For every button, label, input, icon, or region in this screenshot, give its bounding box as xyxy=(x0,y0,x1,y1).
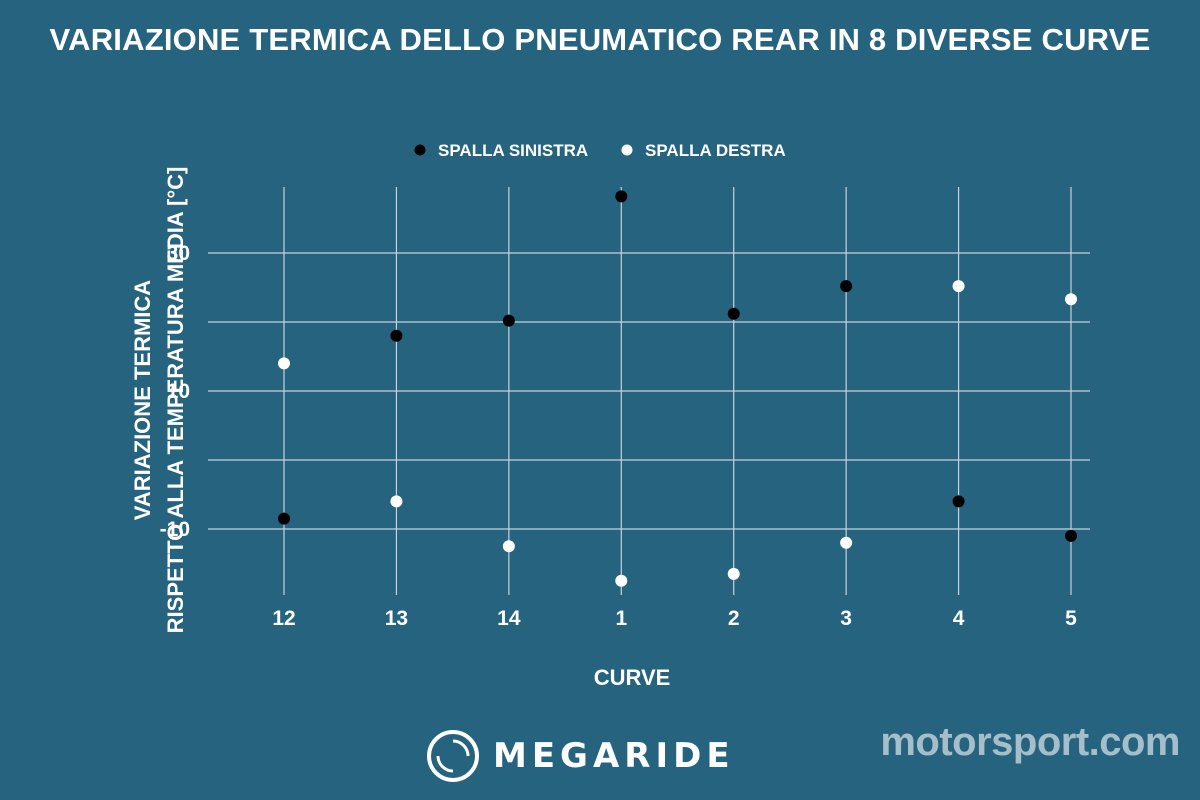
point-spalla-destra xyxy=(615,574,628,587)
point-spalla-destra xyxy=(278,357,290,370)
point-spalla-sinistra xyxy=(615,190,628,203)
x-tick-label: 14 xyxy=(497,607,521,630)
data-points xyxy=(278,190,1077,587)
legend-label: SPALLA DESTRA xyxy=(645,141,786,160)
point-spalla-sinistra xyxy=(952,495,965,508)
axis-labels: VARIAZIONE TERMICA RISPETTO ALLA TEMPERAT… xyxy=(130,167,670,690)
x-tick-label: 12 xyxy=(272,607,295,630)
y-axis-label-line1: VARIAZIONE TERMICA xyxy=(130,280,155,520)
point-spalla-destra xyxy=(952,280,965,293)
legend: SPALLA SINISTRA SPALLA DESTRA xyxy=(414,141,786,160)
point-spalla-sinistra xyxy=(727,307,740,320)
point-spalla-sinistra xyxy=(390,329,403,342)
x-tick-label: 4 xyxy=(953,607,965,630)
legend-marker xyxy=(414,144,426,156)
point-spalla-sinistra xyxy=(278,512,290,525)
megaride-tire-icon xyxy=(427,730,479,782)
x-axis-label: CURVE xyxy=(594,665,671,690)
point-spalla-destra xyxy=(727,567,740,580)
grid xyxy=(208,187,1090,595)
point-spalla-sinistra xyxy=(502,314,515,327)
megaride-wordmark: MEGARIDE xyxy=(493,736,735,776)
y-tick-label: 10 xyxy=(167,380,190,403)
point-spalla-sinistra xyxy=(1065,529,1077,542)
point-spalla-sinistra xyxy=(840,280,853,293)
y-tick-label: -10 xyxy=(160,518,190,541)
y-tick-label: 30 xyxy=(167,242,190,265)
legend-label: SPALLA SINISTRA xyxy=(438,141,588,160)
point-spalla-destra xyxy=(1065,293,1077,306)
watermark-text: motorsport.com xyxy=(880,719,1180,764)
megaride-logo: MEGARIDE xyxy=(425,728,735,784)
motorsport-watermark: motorsport.com xyxy=(880,712,1180,772)
x-tick-label: 5 xyxy=(1065,607,1077,630)
x-tick-label: 2 xyxy=(728,607,740,630)
chart-title: VARIAZIONE TERMICA DELLO PNEUMATICO REAR… xyxy=(49,22,1151,57)
x-tick-label: 1 xyxy=(615,607,627,630)
x-tick-label: 3 xyxy=(840,607,852,630)
x-tick-label: 13 xyxy=(385,607,408,630)
y-axis-label-line2: RISPETTO ALLA TEMPERATURA MEDIA [°C] xyxy=(163,167,188,634)
point-spalla-destra xyxy=(390,495,403,508)
point-spalla-destra xyxy=(840,536,853,549)
point-spalla-destra xyxy=(502,540,515,553)
legend-marker xyxy=(621,144,633,156)
